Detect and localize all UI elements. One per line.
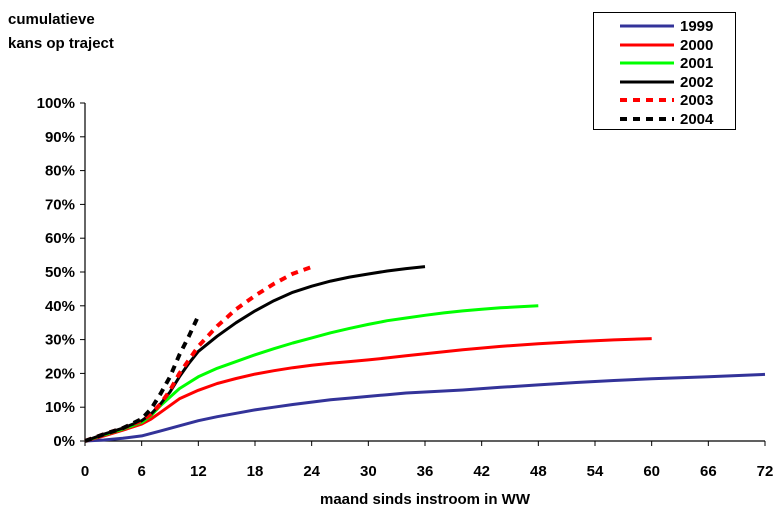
legend-label: 2004 [680,110,714,128]
legend-swatch [620,116,674,121]
x-tick-label: 60 [643,463,660,480]
x-tick-label: 54 [587,463,604,480]
y-tick-label: 30% [45,332,75,349]
x-tick-label: 72 [757,463,774,480]
legend-item-2002: 2002 [594,73,734,93]
x-tick-label: 12 [190,463,207,480]
y-axis-title-line-1: cumulatieve [8,11,95,28]
legend-item-2001: 2001 [594,54,734,74]
y-tick-label: 50% [45,264,75,281]
x-tick-label: 48 [530,463,547,480]
legend-swatch [620,24,674,28]
legend-label: 2002 [680,73,714,91]
y-tick-label: 60% [45,230,75,247]
legend-item-1999: 1999 [594,17,734,37]
series-lines [84,265,766,443]
x-tick-label: 66 [700,463,717,480]
y-tick-label: 80% [45,163,75,180]
legend: 1999 2000 2001 2002 2003 2004 [593,12,736,130]
x-axis-title: maand sinds instroom in WW [320,491,531,508]
legend-swatch [620,43,674,46]
series-line-2001 [84,304,539,443]
legend-label: 2000 [680,36,714,54]
y-tick-label: 70% [45,196,75,213]
series-line-2004 [84,315,201,443]
x-tick-label: 30 [360,463,377,480]
legend-item-2000: 2000 [594,36,734,56]
y-axis-title: cumulatieve kans op traject [8,8,114,56]
series-line-2003 [84,265,313,443]
x-tick-label: 36 [417,463,434,480]
y-tick-label: 20% [45,365,75,382]
series-line-2000 [84,337,652,443]
legend-swatch [620,98,674,102]
x-axis-ticks: 0 6 12 18 24 30 36 42 48 54 60 66 72 [81,441,774,480]
y-axis-ticks: 0% 10% 20% 30% 40% 50% 60% 70% 80% 90% 100% [37,95,85,450]
x-tick-label: 0 [81,463,89,480]
legend-swatch [620,80,674,83]
y-tick-label: 90% [45,129,75,146]
legend-label: 2003 [680,92,714,109]
y-tick-label: 40% [45,298,75,315]
legend-swatch [620,61,674,65]
y-tick-label: 100% [37,95,75,112]
x-tick-label: 42 [473,463,490,480]
legend-label: 2001 [680,55,714,72]
x-tick-label: 24 [303,463,320,480]
y-axis-title-line-2: kans op traject [8,35,114,52]
x-tick-label: 6 [137,463,145,480]
legend-item-2003: 2003 [594,91,734,111]
x-tick-label: 18 [247,463,264,480]
legend-label: 1999 [680,18,714,35]
legend-item-2004: 2004 [594,110,734,130]
y-tick-label: 0% [53,433,75,450]
y-tick-label: 10% [45,399,75,416]
series-line-1999 [84,372,766,443]
